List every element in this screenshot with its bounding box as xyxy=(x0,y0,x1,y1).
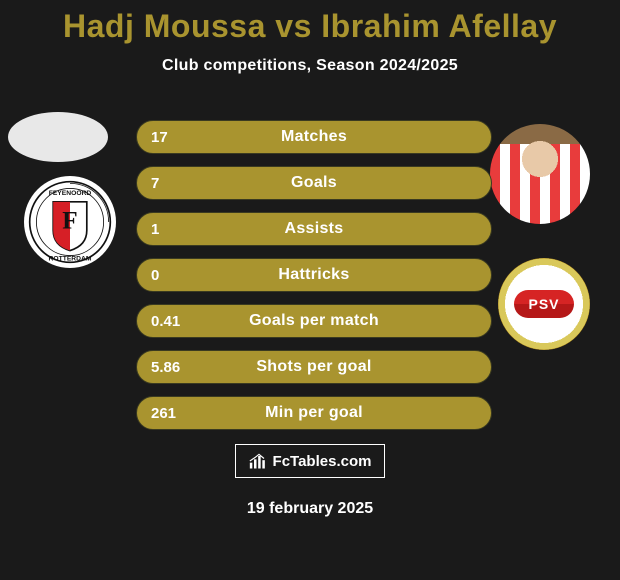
comparison-title: Hadj Moussa vs Ibrahim Afellay xyxy=(0,0,620,45)
footer-brand: FcTables.com xyxy=(235,444,385,478)
stat-row: 261Min per goal xyxy=(136,396,492,430)
stat-label: Min per goal xyxy=(137,397,491,429)
bars-chart-icon xyxy=(249,452,269,470)
stat-row: 17Matches xyxy=(136,120,492,154)
stat-label: Hattricks xyxy=(137,259,491,291)
club-badge-left: FEYENOORD ROTTERDAM F xyxy=(24,176,116,268)
stat-row: 1Assists xyxy=(136,212,492,246)
club-badge-right: PSV xyxy=(498,258,590,350)
stat-label: Assists xyxy=(137,213,491,245)
stat-row: 5.86Shots per goal xyxy=(136,350,492,384)
stat-label: Goals xyxy=(137,167,491,199)
stat-label: Matches xyxy=(137,121,491,153)
stat-label: Shots per goal xyxy=(137,351,491,383)
player2-photo xyxy=(490,124,590,224)
comparison-date: 19 february 2025 xyxy=(0,500,620,518)
player2-name: Ibrahim Afellay xyxy=(321,8,557,44)
subtitle: Club competitions, Season 2024/2025 xyxy=(0,57,620,75)
psv-crest-icon: PSV xyxy=(514,290,574,318)
svg-text:FEYENOORD: FEYENOORD xyxy=(49,190,92,197)
title-vs: vs xyxy=(275,8,312,44)
stat-label: Goals per match xyxy=(137,305,491,337)
stat-row: 0Hattricks xyxy=(136,258,492,292)
psv-crest-text: PSV xyxy=(528,296,559,312)
stat-row: 7Goals xyxy=(136,166,492,200)
feyenoord-crest-icon: FEYENOORD ROTTERDAM F xyxy=(28,180,112,264)
footer-brand-text: FcTables.com xyxy=(273,453,372,470)
player1-photo xyxy=(8,112,108,162)
stat-row: 0.41Goals per match xyxy=(136,304,492,338)
player1-name: Hadj Moussa xyxy=(63,8,266,44)
stats-bars: 17Matches 7Goals 1Assists 0Hattricks 0.41Goa… xyxy=(136,120,492,442)
svg-text:F: F xyxy=(62,208,77,235)
